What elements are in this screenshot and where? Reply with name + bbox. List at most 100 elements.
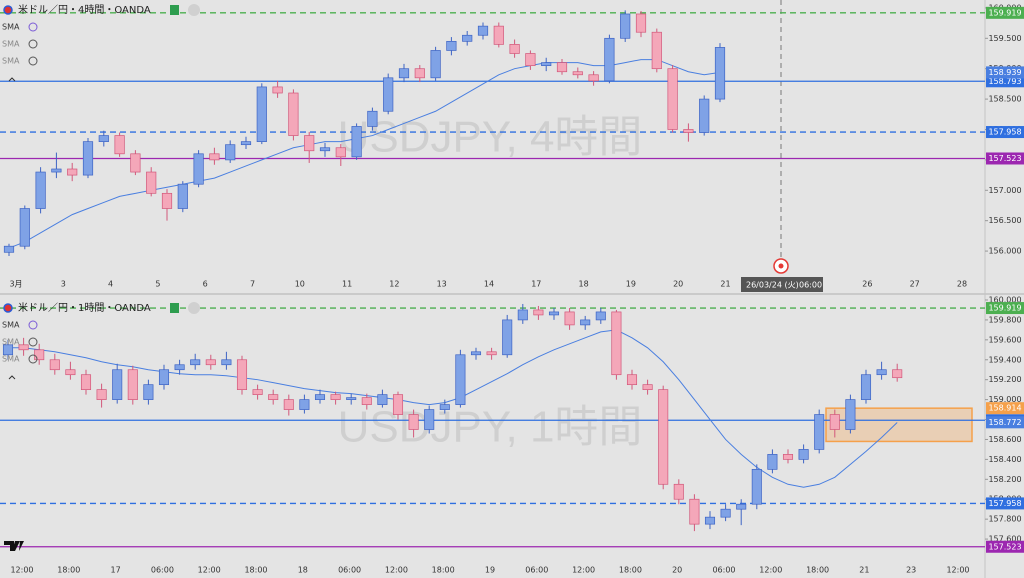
- candle-body: [876, 369, 887, 376]
- y-tick-label: 156.000: [988, 247, 1021, 256]
- y-tick-label: 158.600: [988, 435, 1021, 444]
- flag-icon[interactable]: [170, 5, 179, 15]
- candle-body: [455, 354, 466, 405]
- candle-body: [782, 454, 794, 460]
- indicator-label: SMA: [2, 355, 20, 364]
- x-tick-label: 12:00: [759, 566, 782, 575]
- candle-body: [860, 374, 872, 400]
- x-tick-label: 18:00: [432, 566, 455, 575]
- candle-body: [330, 394, 341, 400]
- candle-body: [67, 168, 78, 176]
- y-tick-label: 160.000: [988, 295, 1021, 304]
- x-tick-label: 5: [155, 280, 160, 289]
- candle-body: [829, 414, 840, 430]
- y-tick-label: 157.800: [988, 515, 1021, 524]
- level-tag: 159.919: [988, 8, 1021, 17]
- candle-body: [564, 311, 575, 326]
- candle-body: [430, 50, 441, 79]
- zone-tag: 158.914: [988, 404, 1021, 413]
- candle-body: [673, 483, 684, 500]
- indicator-toggle[interactable]: [28, 22, 38, 32]
- sma-line: [8, 329, 898, 488]
- candle-body: [477, 25, 489, 36]
- candle-body: [626, 374, 638, 386]
- candle-body: [635, 13, 647, 33]
- x-tick-label: 11: [342, 280, 352, 289]
- candle-body: [611, 311, 622, 376]
- x-tick-label: 19: [626, 280, 636, 289]
- menu-button[interactable]: [188, 4, 200, 16]
- candle-body: [736, 503, 747, 510]
- candle-body: [130, 153, 141, 173]
- candle-body: [377, 394, 388, 405]
- x-tick-label: 23: [906, 566, 916, 575]
- candle-body: [177, 183, 188, 209]
- collapse-button[interactable]: [8, 375, 16, 380]
- candle-body: [720, 508, 731, 518]
- y-tick-label: 159.400: [988, 355, 1021, 364]
- x-tick-label: 17: [111, 566, 121, 575]
- level-tag: 158.793: [988, 77, 1021, 86]
- indicator-toggle[interactable]: [28, 354, 38, 364]
- indicator-label: SMA: [2, 40, 20, 49]
- candle-body: [351, 126, 362, 158]
- candle-body: [620, 13, 631, 39]
- candle-body: [588, 74, 599, 82]
- candle-body: [283, 399, 294, 410]
- indicator-toggle[interactable]: [28, 337, 38, 347]
- candle-body: [683, 129, 694, 133]
- y-tick-label: 156.500: [988, 216, 1021, 225]
- candle-body: [580, 319, 591, 326]
- x-tick-label: 14: [484, 280, 494, 289]
- candle-body: [572, 71, 583, 76]
- candle-body: [814, 414, 825, 450]
- indicator-toggle[interactable]: [28, 39, 38, 49]
- x-tick-label: 6: [203, 280, 208, 289]
- zone-tag-bg: [986, 402, 1024, 415]
- candle-body: [2, 344, 14, 356]
- level-tag: 157.958: [988, 128, 1021, 137]
- y-tick-label: 159.800: [988, 315, 1021, 324]
- candle-body: [604, 37, 615, 82]
- flag-icon[interactable]: [170, 303, 179, 313]
- candle-body: [18, 344, 29, 351]
- x-tick-label: 06:00: [712, 566, 735, 575]
- x-tick-label: 20: [672, 566, 682, 575]
- x-tick-label: 3月: [9, 280, 22, 289]
- crosshair-time: 06:00: [799, 281, 822, 290]
- candle-body: [525, 53, 536, 67]
- candle-body: [642, 384, 653, 390]
- sma-tag: 158.939: [988, 68, 1021, 77]
- symbol-icon: [3, 5, 13, 15]
- x-tick-label: 27: [910, 280, 920, 289]
- candle-body: [319, 147, 331, 152]
- y-tick-label: 158.500: [988, 95, 1021, 104]
- x-tick-label: 10: [295, 280, 305, 289]
- x-tick-label: 13: [437, 280, 447, 289]
- candle-body: [892, 369, 903, 379]
- x-tick-label: 18: [579, 280, 589, 289]
- collapse-button[interactable]: [8, 77, 16, 82]
- candle-body: [225, 144, 236, 161]
- level-tag-bg: [986, 126, 1024, 139]
- logo[interactable]: [4, 541, 24, 551]
- candle-body: [361, 397, 372, 405]
- candle-body: [439, 404, 450, 410]
- candle-body: [127, 369, 138, 400]
- candle-body: [299, 399, 310, 410]
- candle-body: [335, 147, 346, 158]
- y-tick-label: 157.600: [988, 535, 1021, 544]
- x-tick-label: 12:00: [10, 566, 33, 575]
- menu-button[interactable]: [188, 302, 200, 314]
- sma-tag: 158.772: [988, 418, 1021, 427]
- y-tick-label: 159.500: [988, 34, 1021, 43]
- indicator-label: SMA: [2, 338, 20, 347]
- candle-body: [49, 359, 60, 371]
- candle-body: [3, 245, 15, 253]
- x-tick-label: 4: [108, 280, 113, 289]
- indicator-toggle[interactable]: [28, 320, 38, 330]
- candle-body: [462, 34, 473, 42]
- candle-body: [446, 40, 457, 51]
- indicator-toggle[interactable]: [28, 56, 38, 66]
